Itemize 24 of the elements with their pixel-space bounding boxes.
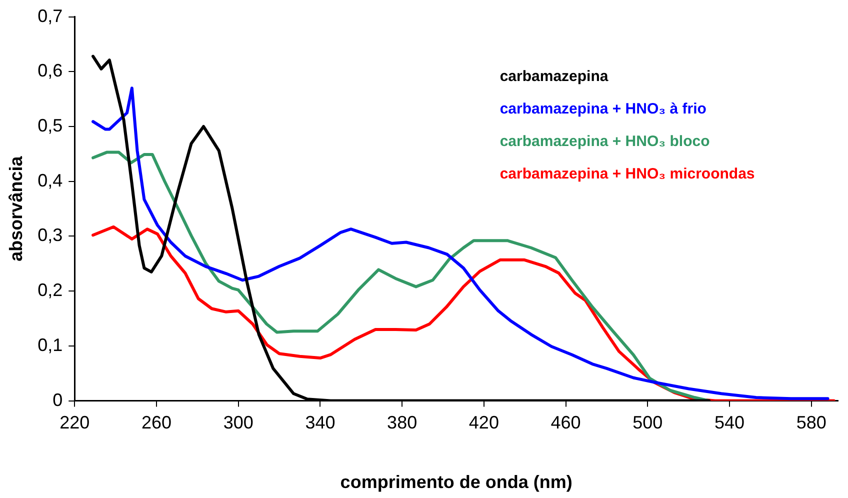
text: carbamazepina + HNO₃ bloco — [500, 133, 710, 150]
x-tick-label: 340 — [305, 412, 336, 433]
y-tick-label: 0,4 — [38, 170, 63, 190]
x-tick-label: 540 — [714, 412, 745, 433]
y-axis-title: absorvância — [6, 155, 26, 262]
x-tick-label: 220 — [60, 412, 90, 433]
x-tick-label: 380 — [387, 412, 418, 433]
y-tick-label: 0,7 — [38, 6, 63, 26]
x-tick-label: 580 — [796, 412, 826, 433]
y-tick-label: 0,2 — [38, 280, 63, 300]
y-tick-label: 0,3 — [38, 225, 63, 246]
y-tick-label: 0,1 — [38, 334, 63, 355]
y-tick-label: 0 — [52, 390, 63, 410]
x-tick-label: 460 — [550, 412, 581, 433]
x-axis-title: comprimento de onda (nm) — [340, 472, 572, 492]
text: carbamazepina + HNO₃ à frio — [500, 100, 706, 118]
x-tick-label: 260 — [141, 412, 172, 433]
text: carbamazepina + HNO₃ microondas — [500, 166, 755, 183]
text: carbamazepina — [500, 68, 609, 86]
x-tick-label: 300 — [223, 412, 254, 433]
y-tick-label: 0,6 — [38, 60, 63, 81]
x-tick-label: 500 — [632, 412, 663, 433]
y-tick-label: 0,5 — [38, 115, 63, 136]
x-tick-label: 420 — [468, 412, 499, 433]
